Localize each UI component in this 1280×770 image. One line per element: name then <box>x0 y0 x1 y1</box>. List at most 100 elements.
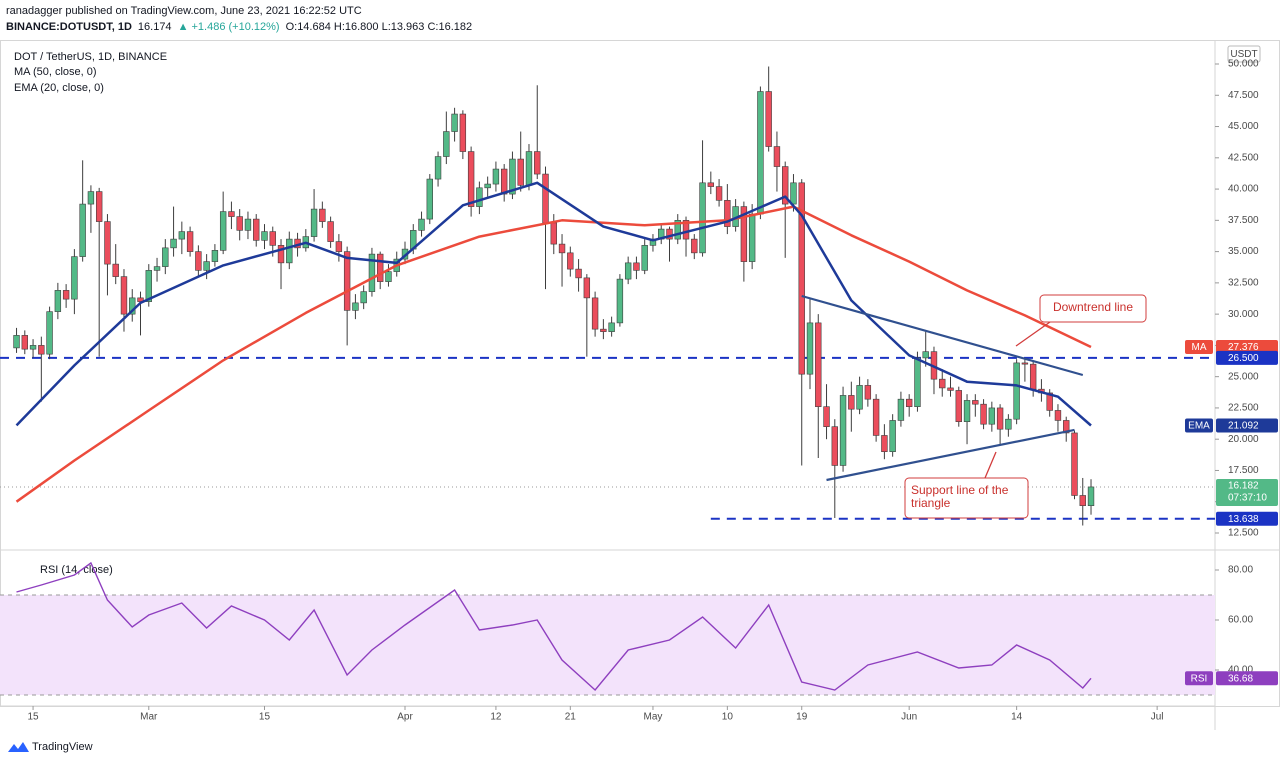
candle-body <box>1054 410 1062 421</box>
candle-body <box>418 218 425 231</box>
candle-body <box>21 335 28 350</box>
close-tag: 16.182 <box>1228 481 1259 492</box>
candle-body <box>823 406 830 427</box>
candle-body <box>443 131 450 157</box>
y-tick-label: 12.500 <box>1228 528 1259 539</box>
x-tick-label: Jul <box>1151 712 1164 723</box>
candle-body <box>699 182 706 254</box>
rsi-line <box>16 561 1092 692</box>
candle-body <box>385 271 392 282</box>
rsi-tag-side-box <box>1185 671 1213 686</box>
annotation-downtrend: Downtrend line <box>1015 294 1147 347</box>
candle-body <box>939 378 946 389</box>
candle-body <box>1046 392 1053 411</box>
countdown: 07:37:10 <box>1228 493 1267 504</box>
x-tick-label: 19 <box>796 712 808 723</box>
candle-body <box>219 211 227 251</box>
candle-body <box>269 231 276 246</box>
candle-body <box>790 182 797 205</box>
candle-body <box>467 151 475 207</box>
x-tick-label: 14 <box>1011 712 1023 723</box>
x-tick-label: Jun <box>901 712 917 723</box>
candle-body <box>129 297 136 315</box>
level-tag-box <box>1216 511 1278 526</box>
series-tag-side: MA <box>1192 342 1207 353</box>
candle-body <box>691 238 698 254</box>
rsi-tag-side: RSI <box>1191 673 1208 684</box>
candle-body <box>319 208 326 222</box>
candle-body <box>748 213 756 262</box>
candle-body <box>162 247 169 267</box>
candle-body <box>360 291 367 304</box>
symbol-line: BINANCE:DOTUSDT, 1D 16.174 ▲ +1.486 (+10.1… <box>6 21 472 33</box>
logo-mark <box>8 742 29 752</box>
y-tick-label: 40.000 <box>1228 184 1259 195</box>
candle-body <box>153 266 161 271</box>
candle-body <box>575 268 582 279</box>
ma-line <box>15 205 1092 503</box>
candle-body <box>996 407 1004 430</box>
candle-body <box>558 243 566 254</box>
candle-body <box>145 270 152 302</box>
candle-body <box>616 278 624 324</box>
candle-body <box>922 351 929 359</box>
x-tick-label: 15 <box>259 712 271 723</box>
x-tick-label: 15 <box>27 712 39 723</box>
candle-body <box>707 182 715 187</box>
y-tick-label: 35.000 <box>1228 246 1259 257</box>
x-tick-label: May <box>644 712 663 723</box>
legend-ma: MA (50, close, 0) <box>14 66 97 78</box>
annotation-holder: Support line of the triangle <box>911 484 1008 510</box>
candle-body <box>715 186 723 201</box>
series-tag-side: EMA <box>1188 421 1210 432</box>
series-tag: 27.376 <box>1228 342 1259 353</box>
candle-body <box>377 253 384 282</box>
candle-body <box>914 357 921 407</box>
last-price: 16.174 <box>138 21 172 33</box>
candle-body <box>1071 432 1078 496</box>
candle-body <box>253 218 260 241</box>
candle-body <box>459 113 467 152</box>
y-tick-label: 37.500 <box>1228 215 1259 226</box>
candle-body <box>228 211 235 217</box>
candle-body <box>773 146 781 167</box>
candle-body <box>170 238 177 249</box>
rsi-band <box>0 595 1215 695</box>
candle-body <box>476 187 483 207</box>
candle-body <box>666 228 673 240</box>
candle-body <box>624 262 632 280</box>
level-tag-box <box>1216 350 1278 365</box>
candle-body <box>517 158 524 186</box>
currency-box <box>1227 45 1261 63</box>
candle-body <box>95 191 103 222</box>
candle-body <box>905 398 913 407</box>
candle-body <box>500 168 508 195</box>
candle-body <box>972 400 979 405</box>
candle-body <box>848 395 855 410</box>
candle-body <box>286 238 293 264</box>
y-tick-label: 30.000 <box>1228 309 1259 320</box>
candle-body <box>492 168 500 185</box>
candle-body <box>335 241 343 252</box>
annotation-arrow <box>984 451 997 479</box>
candle-body <box>856 385 863 410</box>
level-tag: 26.500 <box>1228 353 1259 364</box>
annotation-box <box>904 477 1029 519</box>
candle-body <box>963 400 971 422</box>
candle-body <box>112 263 119 277</box>
candle-body <box>674 220 681 240</box>
candle-body <box>633 262 640 271</box>
candle-body <box>368 253 376 292</box>
annotation-text: Downtrend line <box>1052 300 1134 314</box>
rsi-tag-box <box>1216 671 1278 686</box>
candle-body <box>29 345 37 350</box>
candle-body <box>881 435 888 453</box>
candle-body <box>782 166 789 205</box>
candle-body <box>988 407 996 425</box>
candle-body <box>839 395 847 466</box>
legend-ema: EMA (20, close, 0) <box>14 82 104 94</box>
change: ▲ +1.486 (+10.12%) <box>178 21 280 33</box>
candle-body <box>567 252 574 270</box>
candle-body <box>509 158 516 195</box>
